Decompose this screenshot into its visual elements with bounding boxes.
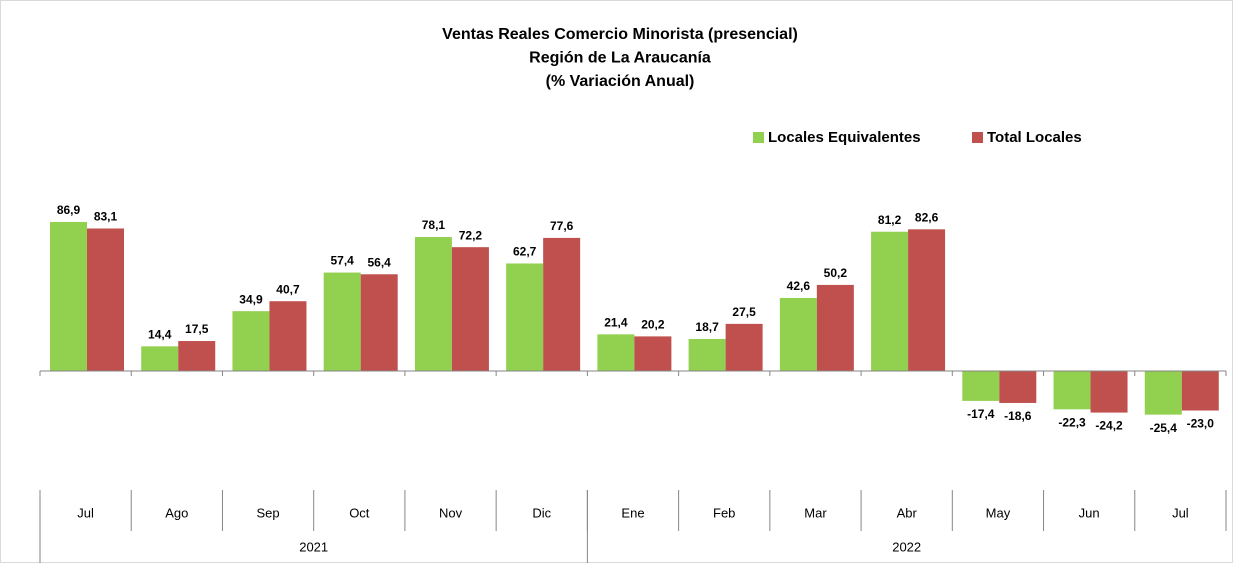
data-label: 40,7 bbox=[276, 282, 300, 296]
data-label: 82,6 bbox=[915, 211, 939, 225]
bar bbox=[506, 263, 544, 372]
bar bbox=[688, 338, 726, 372]
bar bbox=[543, 237, 581, 372]
group-label: 2022 bbox=[892, 539, 921, 554]
data-label: 21,4 bbox=[604, 316, 628, 330]
data-label: 56,4 bbox=[368, 255, 392, 269]
data-label: 81,2 bbox=[878, 213, 902, 227]
data-label: -22,3 bbox=[1058, 415, 1086, 429]
bar bbox=[634, 336, 672, 372]
legend-label: Total Locales bbox=[987, 129, 1082, 146]
data-label: 27,5 bbox=[732, 305, 756, 319]
x-tick-label: Abr bbox=[897, 505, 918, 520]
data-label: 62,7 bbox=[513, 245, 537, 259]
bar bbox=[141, 346, 179, 372]
bar bbox=[725, 323, 763, 372]
x-tick-label: Jun bbox=[1079, 505, 1100, 520]
data-label: 83,1 bbox=[94, 210, 118, 224]
bar bbox=[962, 371, 1000, 401]
legend-label: Locales Equivalentes bbox=[768, 129, 921, 146]
data-label: 72,2 bbox=[459, 228, 483, 242]
x-tick-label: Ago bbox=[165, 505, 188, 520]
bar bbox=[323, 272, 361, 372]
bar bbox=[1181, 371, 1219, 411]
data-label: -17,4 bbox=[967, 407, 995, 421]
data-label: 77,6 bbox=[550, 219, 574, 233]
group-label: 2021 bbox=[299, 539, 328, 554]
bar bbox=[451, 247, 489, 372]
bar bbox=[871, 231, 909, 372]
data-label: 18,7 bbox=[695, 320, 719, 334]
x-tick-label: Feb bbox=[713, 505, 735, 520]
legend-swatch bbox=[972, 132, 983, 143]
x-tick-label: May bbox=[986, 505, 1011, 520]
data-label: 57,4 bbox=[331, 254, 355, 268]
bar bbox=[269, 301, 307, 372]
data-label: 42,6 bbox=[787, 279, 811, 293]
bar bbox=[779, 297, 817, 372]
bar bbox=[597, 334, 635, 372]
data-label: -23,0 bbox=[1187, 417, 1215, 431]
x-tick-label: Sep bbox=[257, 505, 280, 520]
data-label: 50,2 bbox=[824, 266, 848, 280]
x-tick-label: Mar bbox=[804, 505, 827, 520]
bar bbox=[908, 229, 946, 372]
x-tick-label: Jul bbox=[1172, 505, 1189, 520]
bar bbox=[50, 221, 87, 372]
chart-title: Región de La Araucanía bbox=[529, 50, 711, 67]
data-label: -25,4 bbox=[1150, 421, 1178, 435]
bar bbox=[1090, 371, 1128, 413]
bar bbox=[1053, 371, 1091, 410]
bar bbox=[178, 341, 216, 372]
data-label: 78,1 bbox=[422, 218, 446, 232]
bar bbox=[360, 274, 398, 372]
data-label: 17,5 bbox=[185, 322, 209, 336]
chart-title: (% Variación Anual) bbox=[546, 73, 695, 90]
bar bbox=[816, 284, 854, 372]
x-tick-label: Dic bbox=[532, 505, 551, 520]
data-label: -18,6 bbox=[1004, 409, 1032, 423]
x-tick-label: Ene bbox=[621, 505, 644, 520]
data-label: 86,9 bbox=[57, 203, 81, 217]
data-label: 20,2 bbox=[641, 318, 665, 332]
legend-swatch bbox=[753, 132, 764, 143]
data-label: -24,2 bbox=[1095, 419, 1123, 433]
x-tick-label: Nov bbox=[439, 505, 463, 520]
data-label: 34,9 bbox=[239, 292, 263, 306]
bar bbox=[999, 371, 1037, 403]
x-tick-label: Oct bbox=[349, 505, 370, 520]
x-tick-label: Jul bbox=[77, 505, 94, 520]
bar bbox=[232, 311, 270, 372]
data-label: 14,4 bbox=[148, 328, 172, 342]
bar bbox=[414, 237, 452, 372]
bar bbox=[87, 228, 124, 372]
bar bbox=[1144, 371, 1182, 415]
chart-title: Ventas Reales Comercio Minorista (presen… bbox=[442, 26, 798, 43]
